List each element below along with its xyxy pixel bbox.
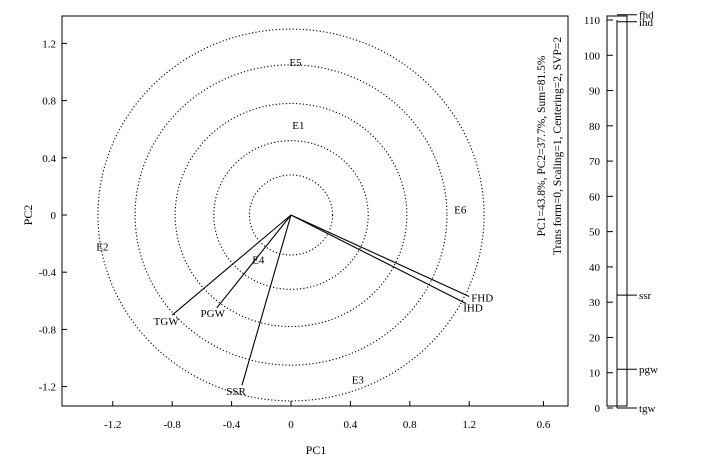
x-axis-title: PC1 (306, 443, 327, 457)
y-axis-title: PC2 (21, 205, 35, 226)
x-tick-label: 0.6 (537, 419, 551, 431)
scale-marker-label-ssr: ssr (639, 290, 652, 302)
trait-vector-tgw (171, 214, 292, 316)
scale-tick-label: 70 (589, 156, 601, 168)
scale-tick-label: 50 (589, 227, 601, 239)
x-tick-label: -0.4 (223, 419, 241, 431)
y-axis-ticks: 1.2 0.8 0.4 0 -0.4 -0.8 -1.2 (39, 38, 67, 394)
x-tick-label: -0.8 (163, 419, 181, 431)
env-label-e3: E3 (352, 374, 365, 386)
env-label-e1: E1 (292, 120, 304, 132)
env-label-e4: E4 (252, 254, 265, 266)
trait-label-ihd: IHD (463, 303, 483, 315)
x-tick-label: 0.8 (403, 419, 417, 431)
trait-label-pgw: PGW (201, 308, 226, 320)
scale-tick-label: 20 (589, 332, 601, 344)
y-tick-label: -0.8 (39, 324, 57, 336)
scale-tick-label: 90 (589, 86, 601, 98)
y-tick-label: 0 (51, 210, 57, 222)
scale-marker-label-ihd: ihd (639, 17, 654, 29)
env-label-e5: E5 (289, 57, 302, 69)
scale-marker-label-fhd: fhd (639, 10, 654, 22)
scale-tick-label: 100 (584, 50, 601, 62)
scale-tick-label: 10 (589, 368, 601, 380)
x-tick-label: -1.2 (104, 419, 121, 431)
y-tick-label: 1.2 (42, 38, 56, 50)
y-tick-label: -1.2 (39, 382, 56, 394)
trait-vector-ssr (241, 214, 292, 386)
circle-1 (248, 174, 334, 256)
trait-label-tgw: TGW (154, 316, 180, 328)
circle-2 (213, 140, 369, 290)
env-label-e6: E6 (454, 204, 467, 216)
scale-tick-label: 60 (589, 191, 601, 203)
concentric-circles (97, 28, 485, 402)
scale-tick-label: 0 (595, 403, 601, 415)
x-tick-label: 0 (288, 419, 294, 431)
y-tick-label: 0.4 (42, 153, 56, 165)
circle-4 (134, 64, 448, 366)
x-tick-label: 1.2 (462, 419, 476, 431)
scale-tick-label: 40 (589, 262, 601, 274)
y-tick-label: 0.8 (42, 96, 56, 108)
scale-tick-label: 80 (589, 121, 601, 133)
trait-label-fhd: FHD (471, 293, 493, 305)
circle-3 (174, 102, 408, 328)
scale-marker-label-pgw: pgw (639, 364, 658, 376)
trait-vector-pgw (216, 214, 292, 309)
annotation-percentages: PC1=43.8%, PC2=37.7%, Sum=81.5% (536, 55, 548, 236)
x-tick-label: 0.4 (344, 419, 358, 431)
environment-labels: E1 E2 E3 E4 E5 E6 (96, 57, 467, 386)
plot-frame (61, 15, 569, 407)
trait-label-ssr: SSR (226, 386, 246, 398)
trait-vector-ihd (290, 214, 467, 305)
trait-vector-fhd (290, 214, 470, 298)
scale-tick-label: 110 (584, 15, 601, 27)
annotations: PC1=43.8%, PC2=37.7%, Sum=81.5% Trans fo… (536, 37, 564, 255)
x-axis-ticks: -1.2 -0.8 -0.4 0 0.4 0.8 1.2 0.6 (104, 401, 551, 431)
y-tick-label: -0.4 (39, 267, 57, 279)
circle-5 (97, 28, 485, 402)
env-label-e2: E2 (96, 241, 108, 253)
scale-marker-label-tgw: tgw (639, 403, 656, 415)
scale-tick-label: 30 (589, 297, 601, 309)
annotation-settings: Trans form=0, Scaling=1, Centering=2, SV… (552, 37, 564, 255)
